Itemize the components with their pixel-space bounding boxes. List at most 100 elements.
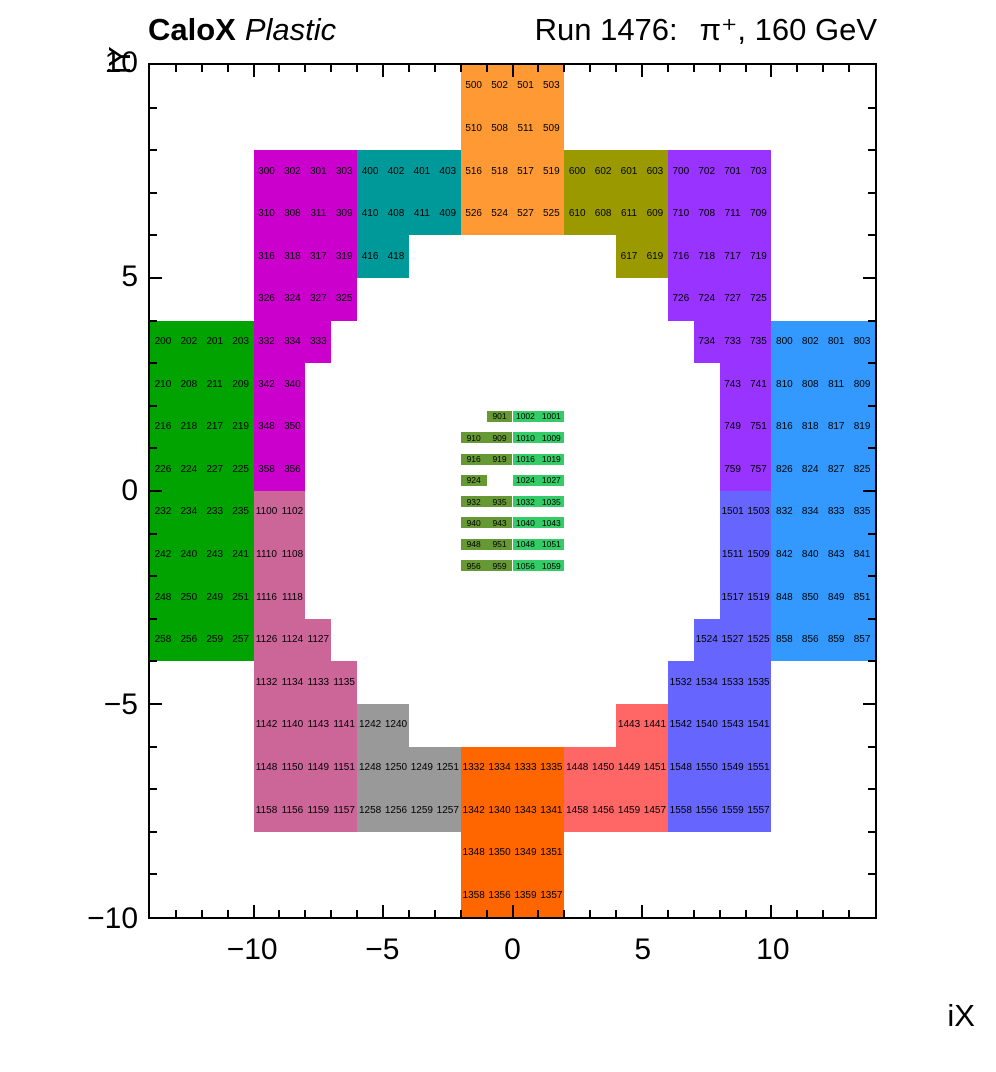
channel-label: 508 xyxy=(491,122,508,134)
region-east-blue xyxy=(771,576,875,619)
channel-label: 733 xyxy=(724,335,741,347)
region-center-right-green-strips xyxy=(512,474,565,486)
channel-label: 211 xyxy=(206,378,223,390)
channel-label: 1357 xyxy=(540,889,563,901)
channel-label: 303 xyxy=(335,165,353,177)
y-tick xyxy=(150,149,157,152)
y-tick xyxy=(150,191,157,194)
x-tick xyxy=(200,910,203,917)
region-southeast-blueviolet xyxy=(719,533,772,577)
channel-label: 1149 xyxy=(307,761,330,773)
channel-label: 248 xyxy=(154,591,172,603)
region-northwest-magenta xyxy=(253,405,306,449)
x-tick xyxy=(382,65,385,77)
channel-label: 819 xyxy=(853,421,871,433)
channel-label: 510 xyxy=(465,122,482,134)
channel-label: 1525 xyxy=(747,634,770,646)
channel-label: 808 xyxy=(801,378,819,390)
channel-label: 1449 xyxy=(617,761,641,773)
region-center-left-olive-strips xyxy=(460,453,513,465)
region-southeast-blueviolet xyxy=(667,789,772,832)
channel-label: 1458 xyxy=(566,804,589,816)
channel-label: 801 xyxy=(827,335,845,347)
channel-label: 1535 xyxy=(747,676,770,688)
region-northeast-purple xyxy=(719,405,772,449)
y-tick xyxy=(150,319,157,322)
x-tick xyxy=(796,65,799,72)
channel-label: 308 xyxy=(284,208,301,220)
region-northeast-purple xyxy=(667,192,772,236)
channel-label: 932 xyxy=(466,496,481,507)
channel-label: 524 xyxy=(491,208,508,220)
channel-label: 1051 xyxy=(541,539,561,549)
y-tick xyxy=(150,106,157,109)
channel-label: 1548 xyxy=(669,761,692,773)
x-tick xyxy=(848,65,851,72)
channel-label: 527 xyxy=(517,208,534,220)
channel-label: 1358 xyxy=(462,889,485,901)
channel-label: 1549 xyxy=(721,761,744,773)
channel-label: 809 xyxy=(853,378,871,390)
channel-label: 1441 xyxy=(643,719,667,731)
channel-label: 1341 xyxy=(540,804,563,816)
channel-label: 842 xyxy=(776,548,793,560)
channel-label: 301 xyxy=(309,165,327,177)
channel-label: 916 xyxy=(466,453,481,464)
region-north-inner-left-teal xyxy=(357,192,461,236)
y-tick xyxy=(150,830,157,833)
y-tick xyxy=(150,404,157,407)
channel-label: 1035 xyxy=(541,496,561,507)
region-southeast-blueviolet xyxy=(693,618,772,662)
channel-label: 233 xyxy=(206,506,224,518)
channel-label: 358 xyxy=(258,463,275,475)
x-tick xyxy=(770,65,773,77)
channel-label: 802 xyxy=(801,335,819,347)
x-tick xyxy=(304,65,307,72)
region-southeast-blueviolet xyxy=(667,704,772,747)
region-west-green xyxy=(150,491,254,534)
channel-label: 203 xyxy=(232,335,249,347)
region-south-inner-left-gray xyxy=(357,789,461,832)
channel-label: 227 xyxy=(206,463,224,475)
channel-label: 226 xyxy=(154,463,172,475)
y-tick xyxy=(868,532,875,535)
channel-label: 250 xyxy=(180,591,198,603)
channel-label: 1348 xyxy=(462,847,485,859)
region-southeast-blueviolet xyxy=(667,746,772,790)
channel-label: 418 xyxy=(387,250,405,262)
channel-label: 803 xyxy=(853,335,871,347)
channel-label: 832 xyxy=(776,506,793,518)
region-south-orange xyxy=(460,831,565,875)
region-center-left-olive-strips xyxy=(460,560,513,572)
channel-label: 1533 xyxy=(721,676,744,688)
channel-label: 517 xyxy=(517,165,534,177)
y-tick xyxy=(868,575,875,578)
channel-label: 940 xyxy=(466,517,481,528)
channel-label: 416 xyxy=(361,250,379,262)
channel-label: 511 xyxy=(517,122,534,134)
channel-label: 811 xyxy=(828,378,845,390)
x-tick xyxy=(511,905,514,917)
channel-label: 617 xyxy=(620,250,638,262)
channel-label: 611 xyxy=(621,208,637,220)
x-tick xyxy=(718,65,721,72)
region-south-inner-left-gray xyxy=(357,746,461,790)
channel-label: 924 xyxy=(466,475,481,486)
x-tick xyxy=(356,65,359,72)
y-tick xyxy=(150,277,162,279)
region-center-left-olive-strips xyxy=(460,496,513,508)
channel-label: 848 xyxy=(776,591,793,603)
channel-label: 242 xyxy=(154,548,172,560)
y-tick xyxy=(150,660,157,663)
channel-label: 959 xyxy=(492,560,507,571)
channel-label: 519 xyxy=(542,165,560,177)
channel-label: 411 xyxy=(413,208,430,220)
channel-label: 526 xyxy=(465,208,482,220)
y-tick xyxy=(150,447,157,450)
channel-label: 1251 xyxy=(436,761,459,773)
channel-label: 1110 xyxy=(256,548,277,560)
channel-label: 1556 xyxy=(695,804,718,816)
channel-label: 1333 xyxy=(514,761,537,773)
channel-label: 258 xyxy=(154,634,172,646)
channel-label: 709 xyxy=(750,208,767,220)
